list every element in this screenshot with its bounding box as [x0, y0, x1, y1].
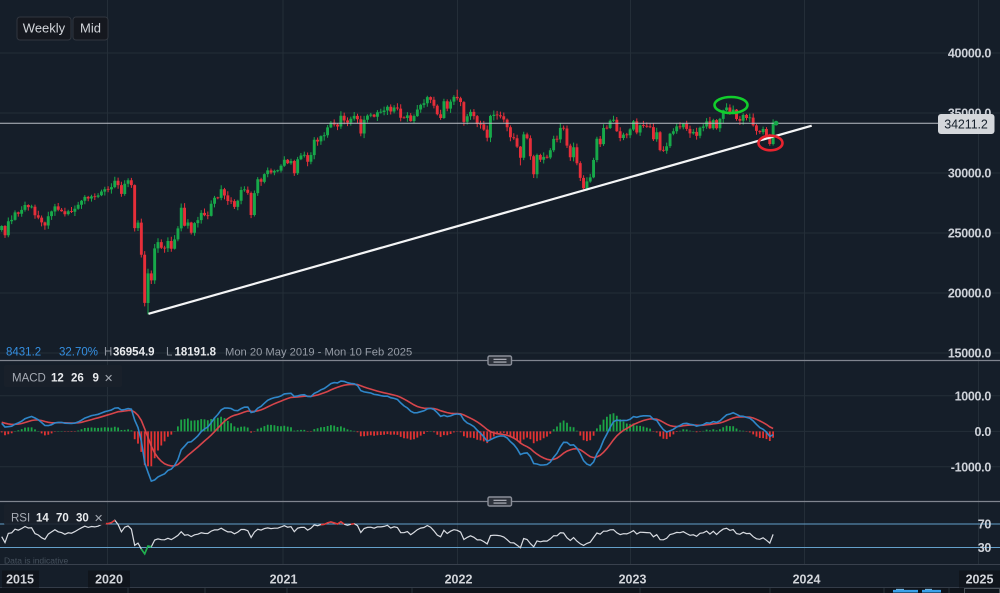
svg-text:✕: ✕: [94, 513, 103, 525]
svg-text:30: 30: [978, 541, 992, 555]
svg-text:H: H: [104, 347, 112, 359]
svg-text:26: 26: [71, 373, 84, 385]
svg-text:2021: 2021: [270, 573, 298, 587]
svg-text:2020: 2020: [95, 573, 123, 587]
svg-text:30000.0: 30000.0: [948, 167, 991, 181]
svg-text:2024: 2024: [793, 573, 821, 587]
svg-text:Mid: Mid: [80, 21, 101, 36]
svg-text:70: 70: [978, 518, 992, 532]
svg-text:32.70%: 32.70%: [59, 347, 98, 359]
svg-text:2025: 2025: [966, 573, 994, 587]
svg-text:0.0: 0.0: [975, 425, 992, 439]
svg-text:14: 14: [36, 513, 49, 525]
svg-text:Weekly: Weekly: [23, 21, 66, 36]
svg-text:RSI: RSI: [11, 513, 30, 525]
svg-text:8431.2: 8431.2: [6, 347, 41, 359]
svg-text:1000.0: 1000.0: [955, 389, 992, 403]
svg-text:15000.0: 15000.0: [948, 347, 991, 361]
svg-text:30: 30: [76, 513, 89, 525]
svg-text:Data is indicative: Data is indicative: [4, 556, 69, 566]
svg-text:2022: 2022: [445, 573, 473, 587]
svg-text:L: L: [166, 347, 173, 359]
svg-text:40000.0: 40000.0: [948, 47, 991, 61]
svg-text:Mon 20 May 2019 - Mon 10 Feb 2: Mon 20 May 2019 - Mon 10 Feb 2025: [225, 347, 412, 359]
svg-text:12: 12: [51, 373, 64, 385]
svg-text:20000.0: 20000.0: [948, 287, 991, 301]
svg-text:-1000.0: -1000.0: [951, 460, 992, 474]
svg-text:70: 70: [56, 513, 69, 525]
svg-text:✕: ✕: [104, 373, 113, 385]
svg-text:9: 9: [93, 373, 99, 385]
svg-text:MACD: MACD: [12, 373, 46, 385]
svg-text:2015: 2015: [6, 573, 34, 587]
svg-text:36954.9: 36954.9: [113, 347, 155, 359]
svg-text:25000.0: 25000.0: [948, 227, 991, 241]
svg-text:2023: 2023: [619, 573, 647, 587]
svg-text:34211.2: 34211.2: [944, 118, 988, 132]
svg-text:18191.8: 18191.8: [175, 347, 217, 359]
